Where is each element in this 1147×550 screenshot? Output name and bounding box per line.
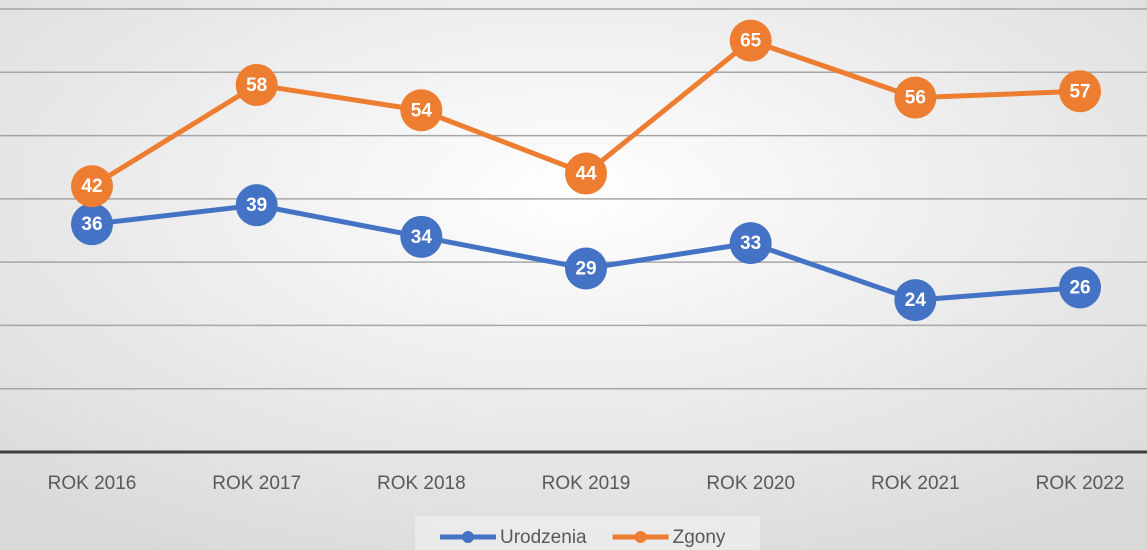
data-label: 65 (740, 31, 762, 52)
point (400, 215, 443, 258)
data-label: 26 (1069, 277, 1090, 298)
point (71, 165, 113, 208)
x-tick-label: ROK 2020 (706, 473, 795, 494)
data-label: 33 (740, 233, 761, 254)
legend-marker (462, 531, 474, 543)
point (1059, 70, 1102, 113)
x-tick-label: ROK 2016 (48, 473, 137, 494)
data-label: 58 (246, 75, 267, 96)
x-tick-label: ROK 2018 (377, 473, 466, 494)
point (729, 19, 772, 62)
point (894, 279, 937, 322)
point (565, 247, 608, 290)
point (235, 184, 278, 227)
data-label: 29 (575, 258, 596, 279)
x-tick-label: ROK 2022 (1036, 473, 1125, 494)
data-label: 24 (905, 290, 927, 311)
x-tick-label: ROK 2017 (212, 473, 301, 494)
point (400, 89, 443, 132)
x-tick-label: ROK 2019 (542, 473, 631, 494)
point (1059, 266, 1102, 309)
point (565, 152, 608, 195)
legend-marker (634, 531, 647, 543)
point (729, 222, 772, 265)
data-label: 34 (411, 227, 433, 248)
legend-label: Urodzenia (500, 527, 587, 548)
data-label: 42 (81, 176, 102, 197)
data-label: 36 (81, 214, 102, 235)
legend-box (415, 516, 760, 550)
data-label: 54 (411, 100, 433, 121)
point (894, 76, 937, 119)
point (235, 63, 278, 106)
data-label: 39 (246, 195, 267, 216)
data-label: 44 (575, 164, 597, 185)
x-tick-label: ROK 2021 (871, 473, 960, 494)
data-label: 57 (1069, 81, 1090, 102)
legend-label: Zgony (673, 527, 726, 548)
point (71, 203, 113, 246)
data-label: 56 (905, 88, 926, 109)
